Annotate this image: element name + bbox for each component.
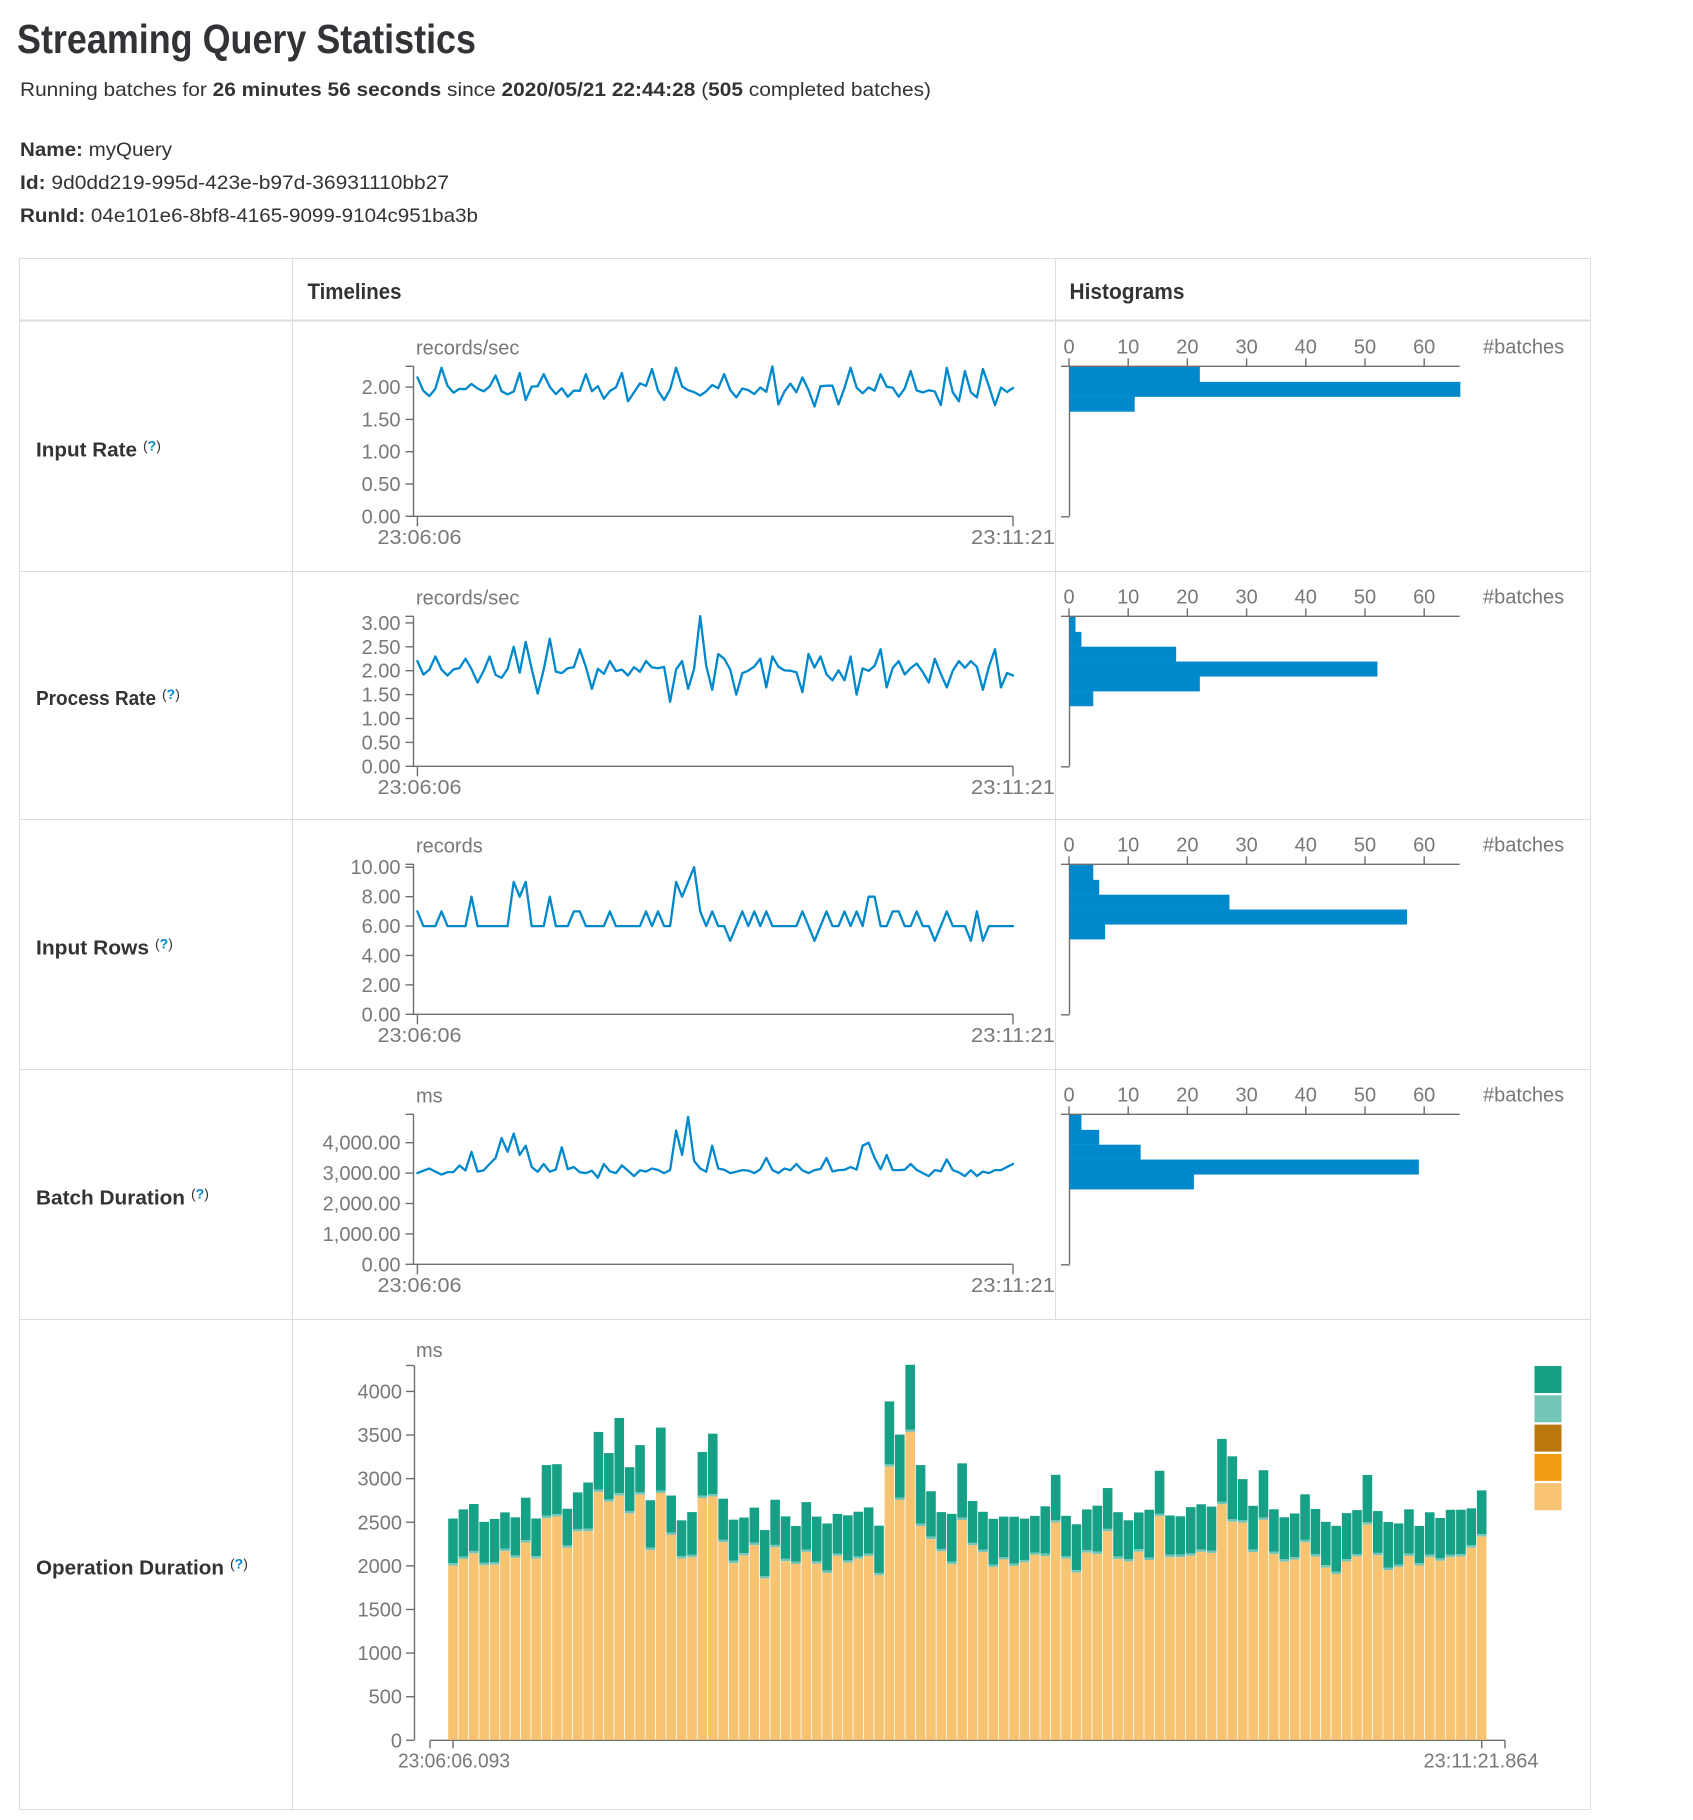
svg-text:20: 20 [1176,586,1198,608]
svg-text:(?): (?) [162,686,180,702]
svg-text:2,000.00: 2,000.00 [323,1194,401,1216]
svg-text:(?): (?) [143,438,161,454]
svg-text:2.00: 2.00 [362,661,401,683]
svg-text:10: 10 [1117,834,1139,856]
svg-text:3000: 3000 [358,1469,403,1491]
svg-text:ms: ms [416,1340,443,1362]
svg-text:60: 60 [1413,834,1435,856]
svg-text:1,000.00: 1,000.00 [323,1224,401,1246]
svg-text:1000: 1000 [358,1643,403,1665]
svg-text:23:06:06: 23:06:06 [378,1025,462,1047]
svg-text:0.00: 0.00 [362,506,401,528]
svg-text:40: 40 [1295,586,1317,608]
svg-text:#batches: #batches [1483,1084,1564,1106]
svg-text:8.00: 8.00 [362,887,401,909]
svg-text:Process Rate: Process Rate [36,688,156,710]
svg-text:50: 50 [1354,834,1376,856]
svg-text:30: 30 [1235,834,1257,856]
svg-text:Operation Duration: Operation Duration [36,1558,224,1580]
svg-text:40: 40 [1295,336,1317,358]
svg-text:23:06:06.093: 23:06:06.093 [398,1751,510,1773]
svg-text:Histograms: Histograms [1070,279,1185,304]
svg-text:0: 0 [1063,1084,1074,1106]
svg-text:0: 0 [1063,586,1074,608]
svg-text:500: 500 [369,1687,402,1709]
svg-text:Batch Duration: Batch Duration [36,1188,185,1210]
svg-text:1500: 1500 [358,1600,403,1622]
svg-text:#batches: #batches [1483,834,1564,856]
svg-text:Id: 9d0dd219-995d-423e-b97d-36: Id: 9d0dd219-995d-423e-b97d-36931110bb27 [20,172,449,194]
svg-text:2500: 2500 [358,1512,403,1534]
svg-text:4,000.00: 4,000.00 [323,1133,401,1155]
svg-text:23:06:06: 23:06:06 [378,777,462,799]
svg-text:60: 60 [1413,586,1435,608]
svg-text:20: 20 [1176,336,1198,358]
svg-text:Input Rows: Input Rows [36,938,149,960]
svg-text:ms: ms [416,1085,443,1107]
svg-text:23:11:21: 23:11:21 [971,527,1055,549]
svg-text:1.00: 1.00 [362,709,401,731]
svg-text:0: 0 [1063,834,1074,856]
svg-text:Running batches for 26 minutes: Running batches for 26 minutes 56 second… [20,79,931,101]
svg-text:Timelines: Timelines [308,279,402,304]
svg-text:10.00: 10.00 [350,857,400,879]
svg-text:10: 10 [1117,1084,1139,1106]
svg-text:40: 40 [1295,1084,1317,1106]
svg-text:0.50: 0.50 [362,474,401,496]
svg-text:0.00: 0.00 [362,1254,401,1276]
svg-text:4.00: 4.00 [362,946,401,968]
svg-text:60: 60 [1413,1084,1435,1106]
svg-text:records: records [416,835,483,857]
svg-text:0: 0 [1063,336,1074,358]
svg-text:(?): (?) [191,1186,209,1202]
svg-text:1.50: 1.50 [362,409,401,431]
svg-text:#batches: #batches [1483,336,1564,358]
svg-text:23:11:21.864: 23:11:21.864 [1424,1751,1539,1773]
svg-text:50: 50 [1354,586,1376,608]
svg-text:23:11:21: 23:11:21 [971,1025,1055,1047]
svg-text:40: 40 [1295,834,1317,856]
svg-text:3.00: 3.00 [362,613,401,635]
svg-text:0.50: 0.50 [362,732,401,754]
svg-text:0.00: 0.00 [362,756,401,778]
svg-text:2.00: 2.00 [362,377,401,399]
svg-text:23:06:06: 23:06:06 [378,527,462,549]
svg-text:records/sec: records/sec [416,587,519,609]
svg-text:1.50: 1.50 [362,685,401,707]
svg-text:2000: 2000 [358,1556,403,1578]
svg-text:#batches: #batches [1483,586,1564,608]
svg-text:(?): (?) [230,1556,248,1572]
svg-text:3500: 3500 [358,1425,403,1447]
svg-text:(?): (?) [155,936,173,952]
svg-text:Input Rate: Input Rate [36,440,137,462]
svg-text:10: 10 [1117,586,1139,608]
svg-text:Name: myQuery: Name: myQuery [20,139,172,161]
svg-text:20: 20 [1176,834,1198,856]
svg-text:23:11:21: 23:11:21 [971,1275,1055,1297]
svg-text:60: 60 [1413,336,1435,358]
svg-text:6.00: 6.00 [362,916,401,938]
svg-text:20: 20 [1176,1084,1198,1106]
svg-text:50: 50 [1354,1084,1376,1106]
svg-text:30: 30 [1235,336,1257,358]
svg-text:4000: 4000 [358,1381,403,1403]
svg-text:50: 50 [1354,336,1376,358]
svg-text:0.00: 0.00 [362,1004,401,1026]
svg-text:2.50: 2.50 [362,637,401,659]
svg-text:23:06:06: 23:06:06 [378,1275,462,1297]
svg-text:RunId: 04e101e6-8bf8-4165-9099: RunId: 04e101e6-8bf8-4165-9099-9104c951b… [20,205,478,227]
svg-text:1.00: 1.00 [362,442,401,464]
svg-text:30: 30 [1235,1084,1257,1106]
svg-text:records/sec: records/sec [416,337,519,359]
svg-text:3,000.00: 3,000.00 [323,1163,401,1185]
svg-text:30: 30 [1235,586,1257,608]
svg-text:2.00: 2.00 [362,975,401,997]
svg-text:23:11:21: 23:11:21 [971,777,1055,799]
svg-text:Streaming Query Statistics: Streaming Query Statistics [17,16,476,62]
svg-text:0: 0 [391,1730,402,1752]
svg-text:10: 10 [1117,336,1139,358]
